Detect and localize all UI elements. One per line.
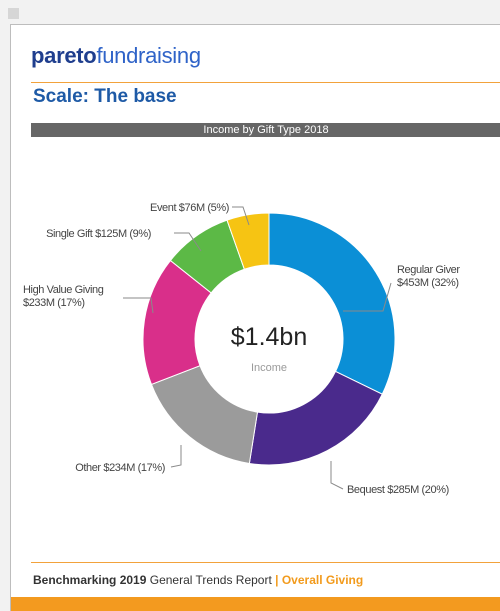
- slice-event: [226, 212, 270, 270]
- slide: paretofundraising Scale: The base Income…: [10, 24, 500, 611]
- footer-report-year: Benchmarking 2019: [33, 573, 147, 587]
- center-value: $1.4bn: [231, 323, 307, 351]
- data-label-high-value-giving-line-1: High Value Giving: [23, 284, 104, 296]
- slice-regular-giver: [268, 212, 396, 395]
- header-rule: [31, 82, 500, 83]
- footer-section: Overall Giving: [281, 573, 364, 587]
- data-label-bequest: Bequest $285M (20%): [347, 484, 449, 496]
- leader-line-bequest: [330, 461, 344, 490]
- slice-other: [150, 365, 259, 465]
- footer-separator: |: [275, 573, 279, 587]
- chart-title-banner: Income by Gift Type 2018: [31, 123, 500, 137]
- footer-rule: [31, 562, 500, 563]
- leader-line-regular-giver: [343, 282, 392, 312]
- leader-line-other: [170, 445, 182, 468]
- brand-logo: paretofundraising: [31, 43, 201, 68]
- data-label-regular-giver-line-2: $453M (32%): [397, 277, 459, 289]
- leader-line-high-value-giving: [123, 297, 154, 314]
- slice-bequest: [248, 370, 383, 466]
- data-label-high-value-giving-line-2: $233M (17%): [23, 297, 85, 309]
- data-label-other: Other $234M (17%): [75, 462, 165, 474]
- slide-title: Scale: The base: [33, 86, 177, 107]
- footer-report-name: General Trends Report: [149, 573, 272, 587]
- leader-line-single-gift: [174, 232, 202, 252]
- donut-chart: Regular Giver$453M (32%) Bequest $285M (2…: [23, 202, 461, 496]
- footer-text: Benchmarking 2019 General Trends Report …: [33, 573, 363, 587]
- footer-orange-strip: [11, 597, 500, 611]
- data-label-event: Event $76M (5%): [150, 202, 229, 214]
- window-corner-mark: [8, 8, 19, 19]
- data-label-regular-giver-line-1: Regular Giver: [397, 264, 460, 276]
- data-label-single-gift: Single Gift $125M (9%): [46, 228, 151, 240]
- center-label: Income: [251, 362, 287, 374]
- leader-line-event: [232, 206, 250, 226]
